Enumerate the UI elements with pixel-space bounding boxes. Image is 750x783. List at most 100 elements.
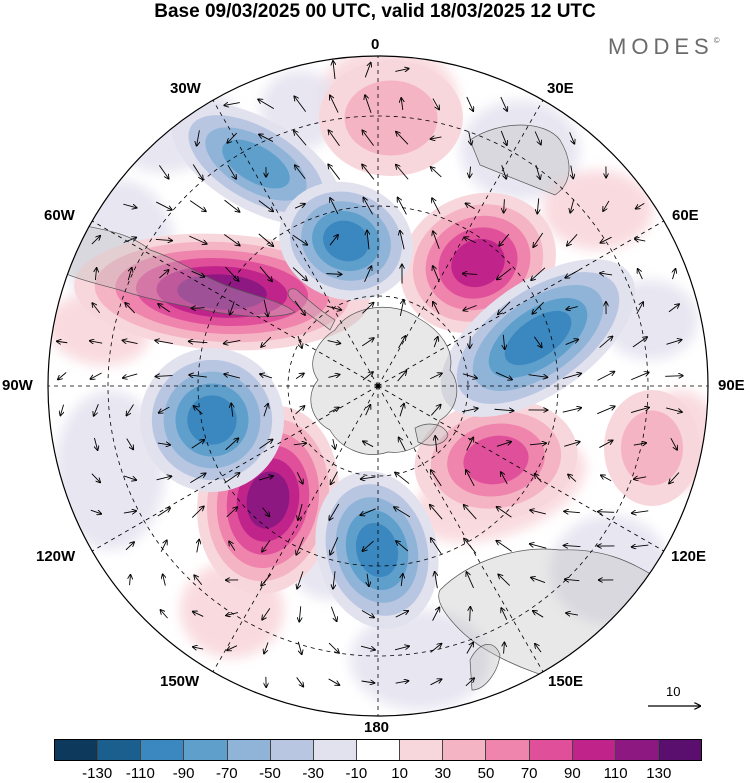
wind-vector-arrow	[330, 537, 339, 554]
wind-vector-arrow	[60, 404, 63, 416]
copyright-mark: ©	[713, 36, 720, 45]
wind-vector-arrow	[226, 613, 239, 616]
wind-vector-arrow	[259, 439, 273, 449]
wind-vector-arrow	[599, 336, 613, 348]
wind-vector-arrow	[296, 537, 305, 554]
wind-vector-arrow	[126, 404, 134, 416]
colorbar-segment	[141, 740, 185, 760]
weak-anomaly-patch	[460, 100, 580, 200]
wind-vector-arrow	[532, 301, 544, 314]
wind-vector-arrow	[295, 406, 305, 415]
wind-vector-arrow	[158, 165, 168, 178]
wind-vector-arrow	[533, 336, 541, 348]
wind-vector-arrow	[395, 681, 409, 683]
wind-vector-arrow	[466, 470, 475, 487]
wind-vector-arrow	[231, 403, 233, 417]
wind-vector-arrow	[401, 574, 403, 587]
anomaly-blobs	[74, 60, 700, 629]
anomaly-contour-fill	[355, 522, 399, 578]
wind-vector-arrow	[401, 98, 403, 110]
wind-vector-arrow	[530, 544, 547, 549]
colorbar-segment	[356, 740, 401, 760]
wind-vector-arrow	[258, 233, 273, 246]
wind-vector-arrow	[294, 96, 307, 112]
wind-vector-arrow	[500, 130, 507, 145]
wind-vector-arrow	[433, 302, 440, 315]
wind-vector-arrow	[562, 408, 581, 413]
wind-vector-arrow	[466, 96, 473, 111]
weak-anomaly-patch	[543, 170, 653, 250]
wind-vector-arrow	[465, 203, 475, 210]
wind-vector-arrow	[633, 443, 646, 445]
wind-vector-arrow	[634, 477, 647, 479]
wind-vector-arrow	[123, 203, 136, 208]
graticule	[48, 56, 708, 716]
wind-vector-arrow	[462, 373, 477, 378]
wind-vector-arrow	[498, 574, 511, 586]
lon-label-150w: 150W	[160, 673, 200, 690]
meridian-line	[377, 100, 544, 387]
anomaly-contour-fill	[222, 139, 290, 189]
wind-vector-arrow	[333, 61, 335, 80]
wind-vector-arrow	[569, 132, 575, 143]
kerguelen-region-landmass	[414, 423, 449, 446]
anomaly-contour-fill	[177, 274, 267, 310]
wind-vector-arrow	[160, 610, 168, 619]
colorbar-tick-label: 30	[434, 765, 452, 782]
wind-vectors	[57, 61, 683, 687]
wind-vector-arrow	[297, 641, 301, 654]
wind-vector-arrow	[531, 577, 546, 583]
wind-vector-arrow	[197, 540, 199, 553]
wind-vector-arrow	[565, 579, 580, 580]
wind-vector-arrow	[630, 407, 649, 413]
anomaly-contour-fill	[344, 80, 438, 156]
wind-vector-arrow	[364, 63, 370, 78]
wind-vector-arrow	[499, 233, 510, 246]
wind-vector-arrow	[394, 507, 411, 518]
colorbar-segment	[184, 740, 228, 760]
wind-vector-arrow	[156, 201, 172, 210]
lon-label-0: 0	[371, 36, 380, 53]
wind-vector-arrow	[191, 270, 205, 277]
wind-vector-arrow	[327, 341, 341, 344]
wind-vector-arrow	[599, 440, 612, 448]
wind-vector-arrow	[360, 508, 376, 515]
colorbar-tick-label: -50	[259, 765, 281, 782]
wind-vector-arrow	[566, 613, 578, 615]
wind-vector-arrow	[92, 303, 101, 314]
colorbar	[54, 739, 702, 761]
wind-vector-arrow	[125, 542, 134, 551]
anomaly-contour-fill	[463, 435, 529, 485]
wind-vector-arrow	[462, 408, 478, 413]
colorbar-tick-label: 10	[391, 765, 408, 782]
wind-vector-arrow	[361, 477, 376, 479]
meridian-line	[212, 100, 379, 387]
wind-vector-arrow	[299, 606, 300, 621]
wind-vector-arrow	[264, 642, 269, 654]
wind-vector-arrow	[636, 202, 645, 208]
wind-vector-arrow	[535, 164, 540, 179]
wind-vector-arrow	[400, 231, 405, 250]
wind-vector-arrow	[296, 472, 303, 483]
wind-vector-arrow	[397, 371, 407, 382]
wind-vector-arrow	[530, 510, 546, 515]
wind-vector-arrow	[263, 404, 268, 417]
wind-vector-arrow	[326, 305, 342, 310]
wind-vector-arrow	[564, 442, 579, 447]
wind-vector-arrow	[94, 437, 97, 450]
wind-vector-arrow	[362, 130, 375, 146]
wind-vector-arrow	[260, 374, 273, 379]
wind-vector-arrow	[58, 372, 67, 380]
wind-vector-arrow	[435, 436, 437, 453]
colorbar-segment	[615, 740, 659, 760]
colorbar-segment	[98, 740, 142, 760]
wind-vector-arrow	[328, 130, 340, 146]
wind-vector-arrow	[227, 645, 238, 651]
wind-vector-arrow	[295, 165, 306, 180]
lon-label-180: 180	[364, 719, 390, 736]
wind-vector-arrow	[295, 373, 304, 379]
wind-vector-arrow	[533, 232, 544, 247]
wind-vector-arrow	[566, 307, 578, 310]
negative-anomaly-center	[140, 348, 284, 492]
